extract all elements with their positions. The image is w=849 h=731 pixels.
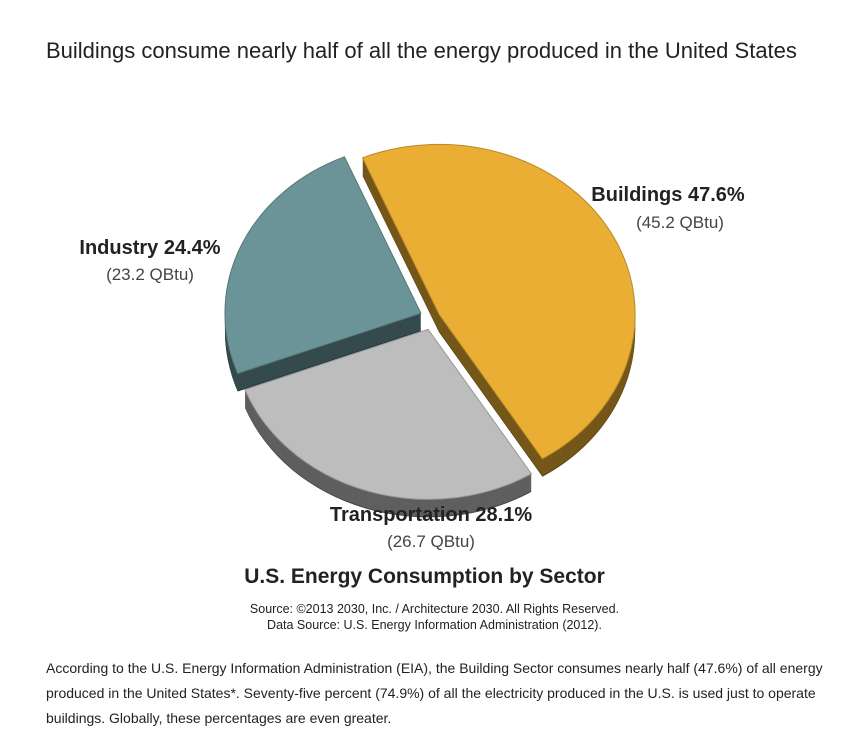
slice-industry	[224, 156, 422, 375]
label-transportation: Transportation 28.1%	[330, 504, 533, 526]
value-transportation: (26.7 QBtu)	[387, 532, 475, 551]
value-buildings: (45.2 QBtu)	[636, 213, 724, 232]
headline: Buildings consume nearly half of all the…	[46, 38, 797, 63]
value-industry: (23.2 QBtu)	[106, 265, 194, 284]
slice-transportation	[244, 328, 533, 500]
pie-chart: Buildings 47.6% (45.2 QBtu) Industry 24.…	[79, 143, 745, 551]
chart-title: U.S. Energy Consumption by Sector	[244, 565, 605, 588]
label-industry: Industry 24.4%	[79, 237, 220, 259]
data-source-line: Data Source: U.S. Energy Information Adm…	[267, 618, 602, 632]
body-paragraph: According to the U.S. Energy Information…	[46, 660, 823, 726]
label-buildings: Buildings 47.6%	[591, 184, 745, 206]
slice-buildings	[361, 143, 636, 460]
source-line: Source: ©2013 2030, Inc. / Architecture …	[249, 602, 620, 616]
